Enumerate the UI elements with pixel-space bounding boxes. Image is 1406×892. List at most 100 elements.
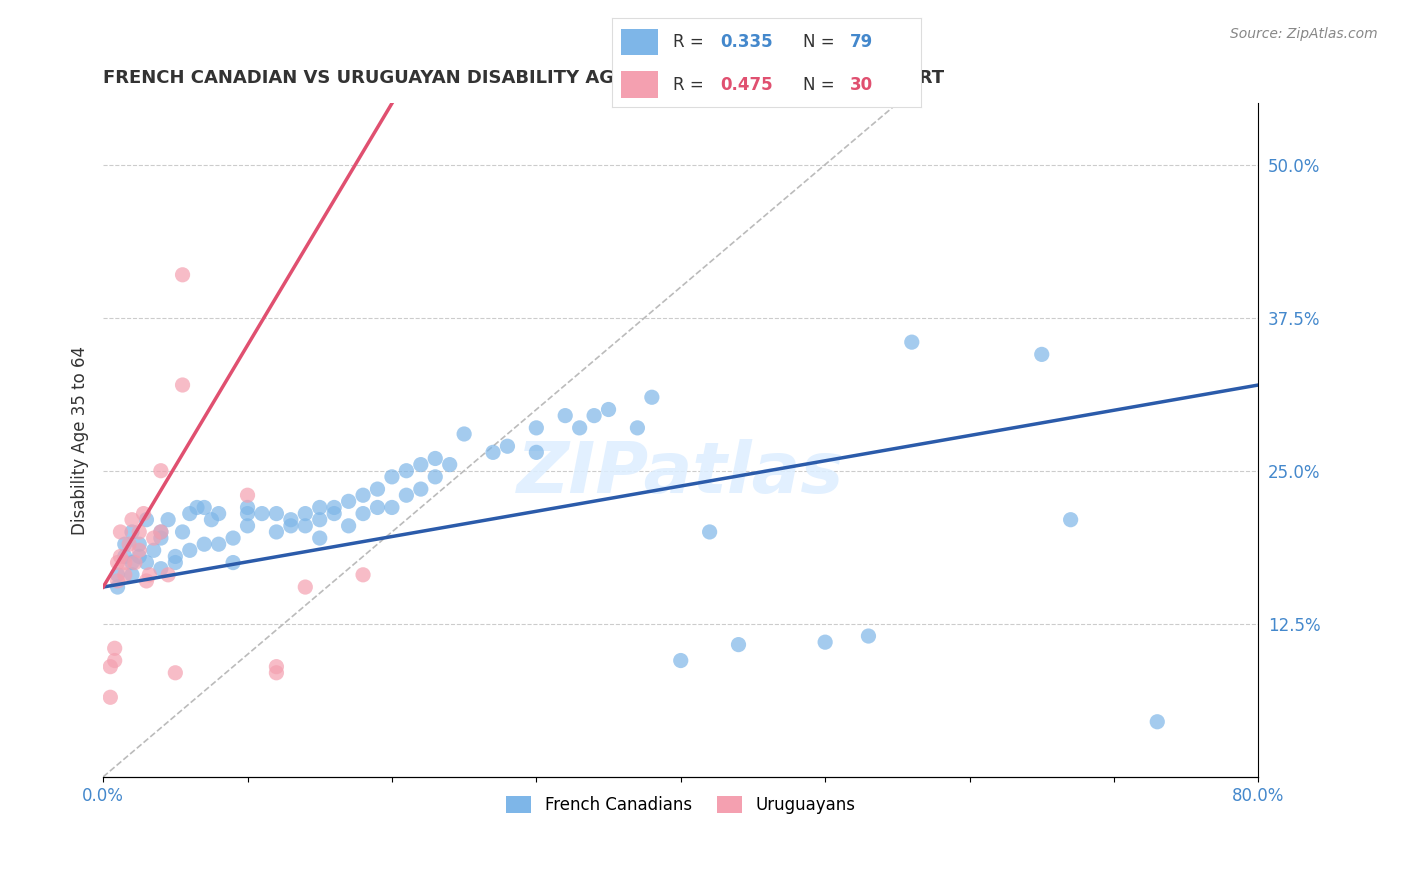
Text: FRENCH CANADIAN VS URUGUAYAN DISABILITY AGE 35 TO 64 CORRELATION CHART: FRENCH CANADIAN VS URUGUAYAN DISABILITY … [103, 69, 945, 87]
Point [121, 556, 143, 570]
Point [172, 524, 194, 539]
Point [135, 574, 157, 588]
Point [104, 641, 127, 656]
Point [266, 665, 288, 680]
Point [142, 531, 165, 545]
Point [149, 524, 172, 539]
Point [337, 518, 360, 533]
Point [128, 537, 150, 551]
Point [114, 537, 136, 551]
Point [524, 445, 547, 459]
Point [409, 458, 432, 472]
Point [121, 513, 143, 527]
Point [149, 531, 172, 545]
Point [352, 507, 374, 521]
Point [114, 556, 136, 570]
Text: N =: N = [803, 33, 841, 51]
Point [107, 580, 129, 594]
Point [294, 580, 316, 594]
Point [165, 549, 187, 564]
Text: R =: R = [673, 76, 710, 94]
Point [425, 470, 447, 484]
Point [381, 470, 404, 484]
Point [107, 574, 129, 588]
Point [266, 507, 288, 521]
Point [395, 464, 418, 478]
Point [208, 537, 231, 551]
Point [114, 567, 136, 582]
Point [366, 482, 388, 496]
Text: 79: 79 [849, 33, 873, 51]
Point [1031, 347, 1053, 361]
Point [583, 409, 606, 423]
Point [118, 537, 141, 551]
Point [727, 638, 749, 652]
Point [236, 507, 259, 521]
FancyBboxPatch shape [621, 71, 658, 98]
Point [395, 488, 418, 502]
Point [409, 482, 432, 496]
Legend: French Canadians, Uruguayans: French Canadians, Uruguayans [498, 788, 863, 822]
Point [266, 524, 288, 539]
Point [308, 500, 330, 515]
Point [128, 543, 150, 558]
Point [236, 488, 259, 502]
Point [149, 464, 172, 478]
Point [352, 567, 374, 582]
Point [138, 567, 160, 582]
Point [179, 507, 201, 521]
Point [626, 421, 648, 435]
Point [381, 500, 404, 515]
Point [121, 524, 143, 539]
Point [453, 427, 475, 442]
Point [699, 524, 721, 539]
Point [250, 507, 273, 521]
Point [107, 556, 129, 570]
Point [900, 335, 922, 350]
Point [157, 513, 180, 527]
Y-axis label: Disability Age 35 to 64: Disability Age 35 to 64 [72, 345, 89, 534]
Point [172, 268, 194, 282]
Point [425, 451, 447, 466]
Point [142, 543, 165, 558]
Point [208, 507, 231, 521]
Point [236, 500, 259, 515]
Point [439, 458, 461, 472]
Point [294, 507, 316, 521]
Point [482, 445, 505, 459]
Point [114, 549, 136, 564]
Point [104, 654, 127, 668]
Point [1146, 714, 1168, 729]
Point [193, 500, 215, 515]
Point [135, 513, 157, 527]
Point [337, 494, 360, 508]
Point [128, 524, 150, 539]
Point [236, 518, 259, 533]
Point [172, 378, 194, 392]
Point [669, 654, 692, 668]
Point [352, 488, 374, 502]
Point [222, 531, 245, 545]
FancyBboxPatch shape [621, 29, 658, 55]
Point [107, 567, 129, 582]
Point [1059, 513, 1081, 527]
Point [110, 549, 132, 564]
Point [121, 567, 143, 582]
Point [193, 537, 215, 551]
Point [179, 543, 201, 558]
Text: 0.475: 0.475 [720, 76, 772, 94]
Text: 0.335: 0.335 [720, 33, 772, 51]
Point [149, 562, 172, 576]
Point [323, 500, 346, 515]
Point [294, 518, 316, 533]
Point [165, 556, 187, 570]
Point [128, 549, 150, 564]
Text: R =: R = [673, 33, 710, 51]
Point [132, 507, 155, 521]
Point [186, 500, 208, 515]
Point [524, 421, 547, 435]
Point [200, 513, 222, 527]
Text: 30: 30 [849, 76, 873, 94]
Point [858, 629, 880, 643]
Point [598, 402, 620, 417]
